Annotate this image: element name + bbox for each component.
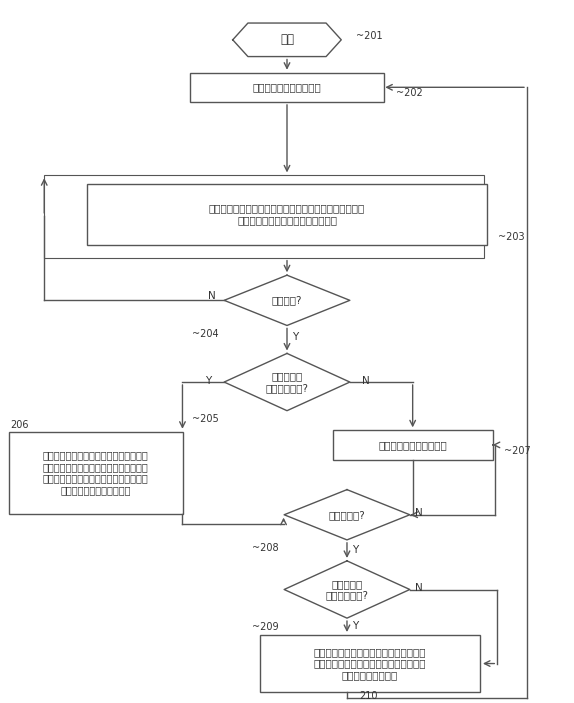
Text: Y: Y xyxy=(292,333,298,342)
Polygon shape xyxy=(232,23,342,56)
Text: 接收用户的节目播放命令，获取该节目播放命令对应的节
目播放参数，并插入到消息队列中。: 接收用户的节目播放命令，获取该节目播放命令对应的节 目播放参数，并插入到消息队列… xyxy=(209,204,365,225)
FancyBboxPatch shape xyxy=(260,635,480,692)
Text: ~204: ~204 xyxy=(192,329,219,339)
Text: Y: Y xyxy=(352,545,359,555)
Polygon shape xyxy=(284,489,410,540)
Text: ~207: ~207 xyxy=(504,446,531,456)
Text: 消息队列为
永久等待状态?: 消息队列为 永久等待状态? xyxy=(266,371,308,393)
Text: ~209: ~209 xyxy=(252,621,278,631)
Text: N: N xyxy=(208,291,215,301)
Text: Y: Y xyxy=(352,621,359,631)
Text: 消息队列为延时等待状态: 消息队列为延时等待状态 xyxy=(378,440,447,450)
Text: ~208: ~208 xyxy=(252,543,278,553)
Text: 立即播放消息队列中有效的节目播放参数
对应的电视节目，然后将该节目播放参数
设置为无效；同时，消息队列进入延时等
待状态，计时器开始计时。: 立即播放消息队列中有效的节目播放参数 对应的电视节目，然后将该节目播放参数 设置… xyxy=(43,451,149,495)
Text: 延时时间到?: 延时时间到? xyxy=(328,510,366,520)
Text: 210: 210 xyxy=(359,690,378,701)
Polygon shape xyxy=(224,354,350,411)
Text: 有新的有效
节目播放参数?: 有新的有效 节目播放参数? xyxy=(325,579,369,600)
FancyBboxPatch shape xyxy=(333,430,492,460)
Text: N: N xyxy=(414,508,422,517)
Polygon shape xyxy=(224,275,350,325)
Text: 存在消息?: 存在消息? xyxy=(272,295,302,305)
Text: 开始: 开始 xyxy=(280,33,294,46)
Text: N: N xyxy=(362,376,370,387)
Text: N: N xyxy=(414,583,422,593)
FancyBboxPatch shape xyxy=(44,175,484,258)
Text: ~202: ~202 xyxy=(395,89,422,98)
Text: Y: Y xyxy=(205,376,211,387)
FancyBboxPatch shape xyxy=(87,183,487,245)
Text: 播放消息队列中最后接收到的有效节目播
放参数对应的电视节目，然后将该节目播
放参数设置为无效。: 播放消息队列中最后接收到的有效节目播 放参数对应的电视节目，然后将该节目播 放参… xyxy=(313,647,426,680)
Text: ~203: ~203 xyxy=(498,232,525,242)
FancyBboxPatch shape xyxy=(190,72,384,102)
Text: ~205: ~205 xyxy=(192,414,219,424)
Text: 消息队列为永久等待状态: 消息队列为永久等待状态 xyxy=(253,82,321,92)
Text: 206: 206 xyxy=(10,420,29,430)
Polygon shape xyxy=(284,561,410,618)
FancyBboxPatch shape xyxy=(9,432,183,514)
Text: ~201: ~201 xyxy=(355,32,382,41)
